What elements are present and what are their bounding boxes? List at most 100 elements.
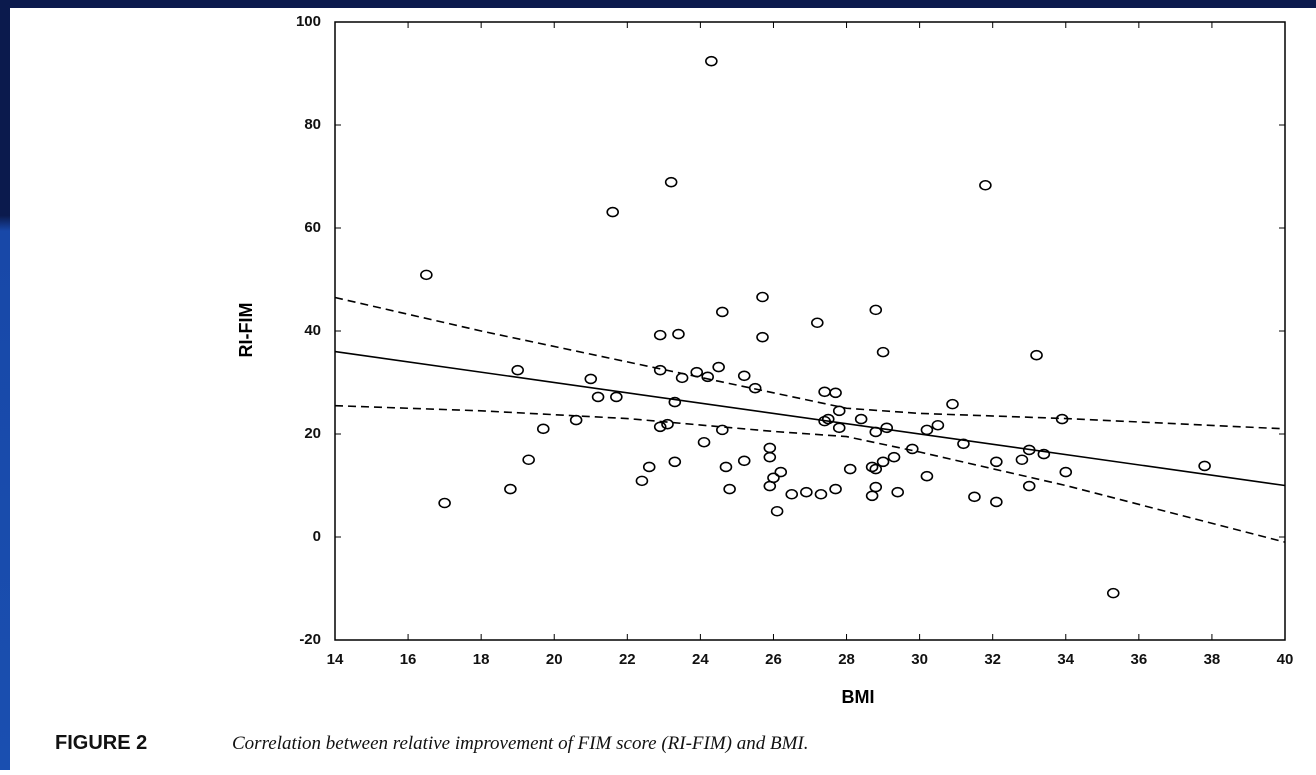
data-point <box>756 291 769 303</box>
data-point <box>979 179 992 191</box>
data-point <box>891 486 904 498</box>
data-point <box>719 461 733 473</box>
x-tick-label: 26 <box>765 651 782 668</box>
data-point <box>1037 448 1051 460</box>
x-tick-label: 22 <box>619 651 636 668</box>
data-point <box>774 466 788 478</box>
data-point <box>876 456 890 468</box>
data-point <box>931 419 945 431</box>
data-point <box>737 455 751 467</box>
x-tick-label: 36 <box>1131 651 1148 668</box>
data-point <box>672 328 685 340</box>
y-axis-label: RI-FIM <box>236 303 256 358</box>
y-tick-label: 0 <box>313 528 321 545</box>
data-point <box>668 396 682 408</box>
x-tick-label: 38 <box>1204 651 1221 668</box>
data-point <box>737 370 751 382</box>
data-point <box>770 505 784 517</box>
data-point <box>1198 460 1211 472</box>
data-point <box>668 456 682 468</box>
data-point <box>716 424 729 436</box>
data-point <box>829 387 842 399</box>
x-tick-label: 32 <box>984 651 1001 668</box>
data-point <box>1059 466 1073 478</box>
data-point <box>716 306 729 318</box>
data-point <box>968 491 981 503</box>
data-point <box>869 463 883 475</box>
data-point <box>1022 480 1036 492</box>
x-tick-label: 30 <box>911 651 928 668</box>
data-point <box>420 269 433 281</box>
y-tick-label: 40 <box>304 322 321 339</box>
data-point <box>865 490 879 502</box>
data-point <box>705 55 718 67</box>
data-point <box>1030 349 1043 361</box>
data-point <box>887 451 901 463</box>
x-tick-label: 16 <box>400 651 417 668</box>
top-strip <box>0 0 1316 8</box>
data-point <box>748 382 762 394</box>
regression-line <box>334 350 1286 487</box>
data-point <box>438 497 451 509</box>
data-point <box>756 331 769 343</box>
x-tick-label: 34 <box>1057 651 1074 668</box>
y-tick-label: 100 <box>296 13 321 30</box>
data-point <box>920 470 934 482</box>
data-point <box>610 391 623 403</box>
confidence-line <box>334 296 1286 430</box>
data-point <box>1015 454 1029 466</box>
data-point <box>832 405 846 417</box>
y-tick-label: 60 <box>304 219 321 236</box>
data-point <box>1106 587 1120 599</box>
left-strip <box>0 0 10 770</box>
data-point <box>957 438 970 450</box>
data-point <box>814 488 828 500</box>
data-point <box>504 483 517 495</box>
data-point <box>821 413 835 425</box>
x-tick-label: 18 <box>473 651 490 668</box>
data-point <box>511 364 524 376</box>
data-point <box>642 461 656 473</box>
caption-label: FIGURE 2 <box>55 732 147 754</box>
data-point <box>854 413 868 425</box>
data-point <box>946 398 959 410</box>
data-point <box>876 346 890 358</box>
x-tick-label: 14 <box>327 651 344 668</box>
data-point <box>697 436 711 448</box>
y-tick-label: -20 <box>299 631 321 648</box>
caption: Correlation between relative improvement… <box>232 733 809 754</box>
data-point <box>829 483 842 495</box>
data-point <box>723 483 736 495</box>
plot: -20 0 20 40 60 80 100 14 16 18 20 22 24 26 28 30 32 34 36 3… <box>296 13 1293 668</box>
data-point <box>653 421 667 433</box>
x-tick-label: 28 <box>838 651 855 668</box>
y-tick-label: 20 <box>304 425 321 442</box>
data-point <box>712 361 725 373</box>
data-point <box>767 472 780 484</box>
data-point <box>522 454 535 466</box>
data-point <box>990 456 1003 468</box>
x-tick-label: 20 <box>546 651 563 668</box>
data-point <box>653 329 667 341</box>
data-point <box>785 488 799 500</box>
confidence-line <box>334 404 1286 543</box>
data-point <box>661 418 674 430</box>
x-axis-label: BMI <box>842 687 875 707</box>
data-point <box>763 451 777 463</box>
data-point <box>811 317 824 329</box>
data-point <box>843 463 857 475</box>
data-point <box>869 304 883 316</box>
data-point <box>606 206 619 218</box>
x-tick-label: 40 <box>1277 651 1294 668</box>
data-point <box>701 371 714 383</box>
data-point <box>635 475 649 487</box>
data-point <box>584 373 598 385</box>
data-point <box>536 423 550 435</box>
x-tick-label: 24 <box>692 651 709 668</box>
data-point <box>664 176 678 188</box>
data-point <box>800 486 813 498</box>
data-point <box>591 391 605 403</box>
data-point <box>990 496 1003 508</box>
